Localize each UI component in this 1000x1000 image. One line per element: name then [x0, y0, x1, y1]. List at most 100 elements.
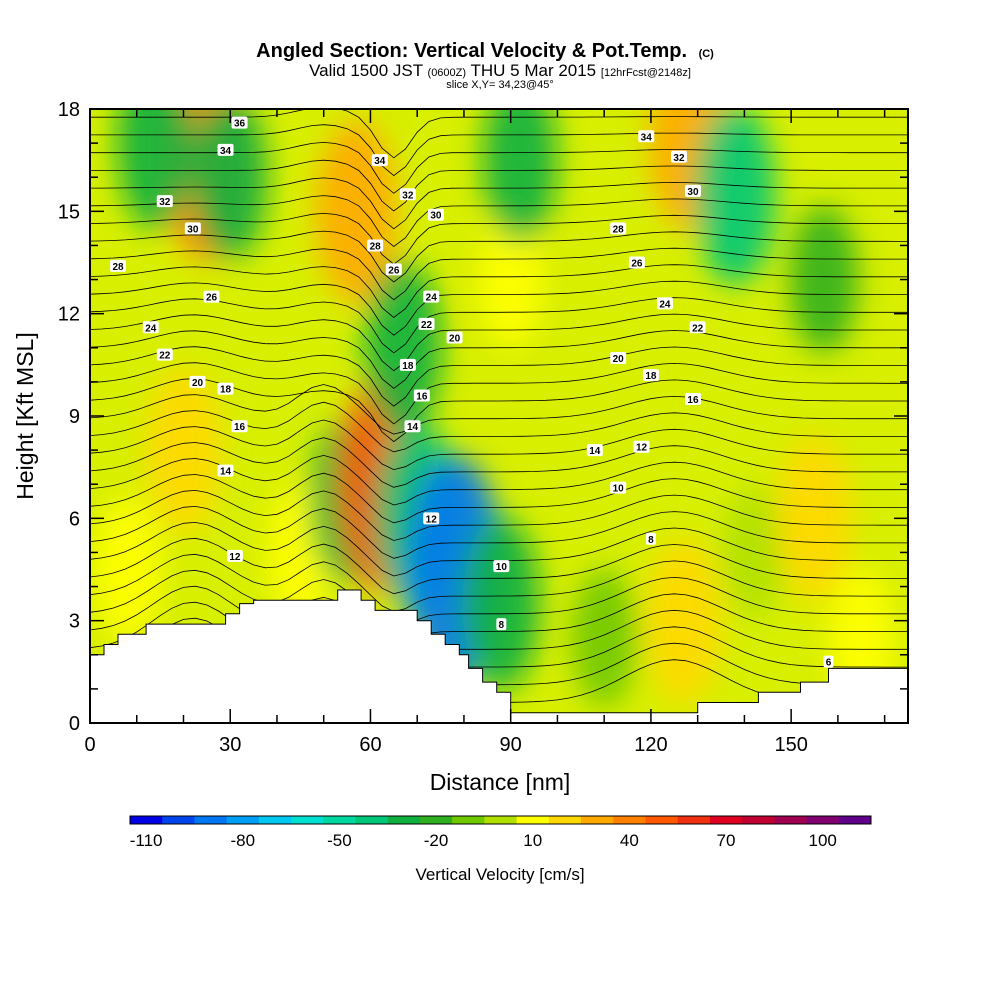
- isentrope-label: 12: [423, 512, 439, 525]
- svg-text:36: 36: [234, 119, 246, 130]
- colorbar-swatch: [227, 816, 260, 824]
- colorbar-swatch: [420, 816, 453, 824]
- svg-text:16: 16: [687, 395, 699, 406]
- svg-text:16: 16: [416, 392, 428, 403]
- y-axis-label: Height [Kft MSL]: [12, 332, 38, 499]
- x-tick-label: 150: [774, 734, 807, 756]
- y-tick-label: 18: [58, 99, 80, 121]
- colorbar-tick-label: 70: [717, 831, 736, 850]
- svg-text:14: 14: [407, 422, 419, 433]
- colorbar-swatch: [581, 816, 614, 824]
- isentrope-label: 26: [629, 257, 645, 270]
- y-tick-label: 3: [69, 611, 80, 633]
- svg-text:28: 28: [112, 262, 124, 273]
- colorbar-swatch: [194, 816, 227, 824]
- isentrope-label: 34: [638, 130, 654, 143]
- isentrope-label: 20: [447, 332, 463, 345]
- colorbar-swatch: [517, 816, 550, 824]
- svg-text:10: 10: [496, 562, 508, 573]
- svg-text:26: 26: [631, 259, 643, 270]
- svg-text:26: 26: [388, 265, 400, 276]
- colorbar-swatch: [356, 816, 389, 824]
- isentrope-label: 34: [372, 154, 388, 167]
- svg-text:22: 22: [692, 323, 704, 334]
- colorbar-swatch: [549, 816, 582, 824]
- colorbar-tick-label: -110: [130, 831, 163, 850]
- x-tick-label: 30: [219, 734, 241, 756]
- isentrope-label: 18: [643, 369, 659, 382]
- isentrope-label: 36: [232, 117, 248, 130]
- svg-text:32: 32: [159, 197, 171, 208]
- svg-text:12: 12: [636, 443, 648, 454]
- isentrope-label: 16: [414, 390, 430, 403]
- svg-text:30: 30: [687, 187, 699, 198]
- colorbar-swatch: [613, 816, 646, 824]
- svg-text:28: 28: [370, 241, 382, 252]
- colorbar-swatch: [388, 816, 421, 824]
- isentrope-label: 14: [405, 420, 421, 433]
- isentrope-label: 20: [610, 352, 626, 365]
- isentrope-label: 12: [634, 441, 650, 454]
- svg-text:14: 14: [589, 446, 601, 457]
- velocity-cell-21: [789, 206, 858, 353]
- svg-text:18: 18: [220, 385, 232, 396]
- colorbar-swatch: [162, 816, 195, 824]
- svg-text:34: 34: [641, 132, 653, 143]
- velocity-cell-15: [571, 569, 637, 707]
- isentrope-label: 22: [419, 318, 435, 331]
- svg-text:24: 24: [426, 293, 438, 304]
- isentrope-label: 18: [218, 383, 234, 396]
- colorbar-tick-label: 40: [620, 831, 639, 850]
- y-tick-label: 12: [58, 304, 80, 326]
- isentrope-label: 26: [204, 291, 220, 304]
- colorbar-swatch: [452, 816, 485, 824]
- svg-text:22: 22: [159, 351, 171, 362]
- svg-text:12: 12: [229, 552, 241, 563]
- colorbar-swatch: [130, 816, 163, 824]
- x-tick-label: 60: [359, 734, 381, 756]
- isentrope-label: 28: [367, 239, 383, 252]
- isentrope-label: 24: [657, 297, 673, 310]
- velocity-cell-9: [364, 261, 442, 435]
- colorbar-swatch: [839, 816, 872, 824]
- isentrope-label: 8: [496, 618, 506, 631]
- colorbar: -110 -80 -50 -20 10 40 70 100: [130, 816, 872, 850]
- isentrope-label: 10: [493, 560, 509, 573]
- isentrope-label: 20: [190, 376, 206, 389]
- x-tick-label: 90: [500, 734, 522, 756]
- svg-text:28: 28: [613, 224, 625, 235]
- isentrope-label: 24: [143, 321, 159, 334]
- colorbar-swatch: [774, 816, 807, 824]
- colorbar-tick-label: -20: [424, 831, 449, 850]
- isentrope-label: 22: [157, 349, 173, 362]
- isentrope-label: 24: [423, 291, 439, 304]
- colorbar-swatch: [807, 816, 840, 824]
- svg-text:22: 22: [421, 320, 433, 331]
- chart-subtitle: Valid 1500 JST (0600Z) THU 5 Mar 2015 [1…: [309, 61, 691, 80]
- svg-text:20: 20: [613, 354, 625, 365]
- isentrope-label: 16: [685, 393, 701, 406]
- chart-title: Angled Section: Vertical Velocity & Pot.…: [256, 40, 714, 62]
- colorbar-swatch: [742, 816, 775, 824]
- y-tick-label: 9: [69, 406, 80, 428]
- x-tick-label: 0: [84, 734, 95, 756]
- isentrope-label: 14: [587, 444, 603, 457]
- svg-text:32: 32: [673, 153, 685, 164]
- svg-text:18: 18: [645, 371, 657, 382]
- svg-text:20: 20: [192, 378, 204, 389]
- svg-text:16: 16: [234, 422, 246, 433]
- svg-text:20: 20: [449, 334, 461, 345]
- isentrope-label: 14: [218, 465, 234, 478]
- colorbar-tick-label: -80: [230, 831, 255, 850]
- velocity-cell-19: [722, 488, 785, 617]
- colorbar-swatch: [645, 816, 678, 824]
- velocity-cell-18: [695, 103, 776, 286]
- velocity-cell-1: [146, 368, 221, 533]
- colorbar-tick-label: 10: [523, 831, 542, 850]
- svg-text:34: 34: [220, 146, 232, 157]
- velocity-cell-14: [483, 78, 558, 243]
- isentrope-label: 6: [824, 656, 834, 669]
- y-tick-label: 15: [58, 201, 80, 223]
